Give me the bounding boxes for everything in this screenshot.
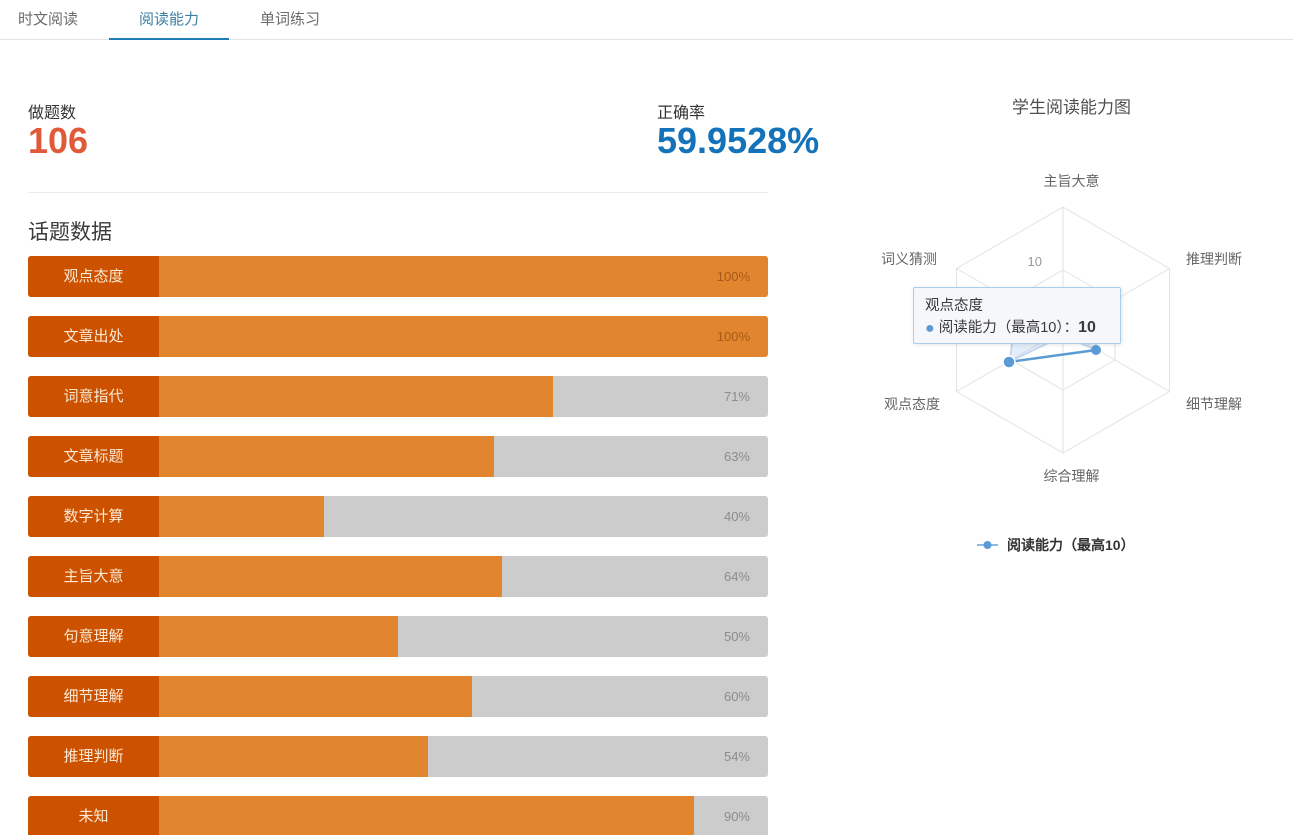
- svg-text:10: 10: [1028, 254, 1042, 269]
